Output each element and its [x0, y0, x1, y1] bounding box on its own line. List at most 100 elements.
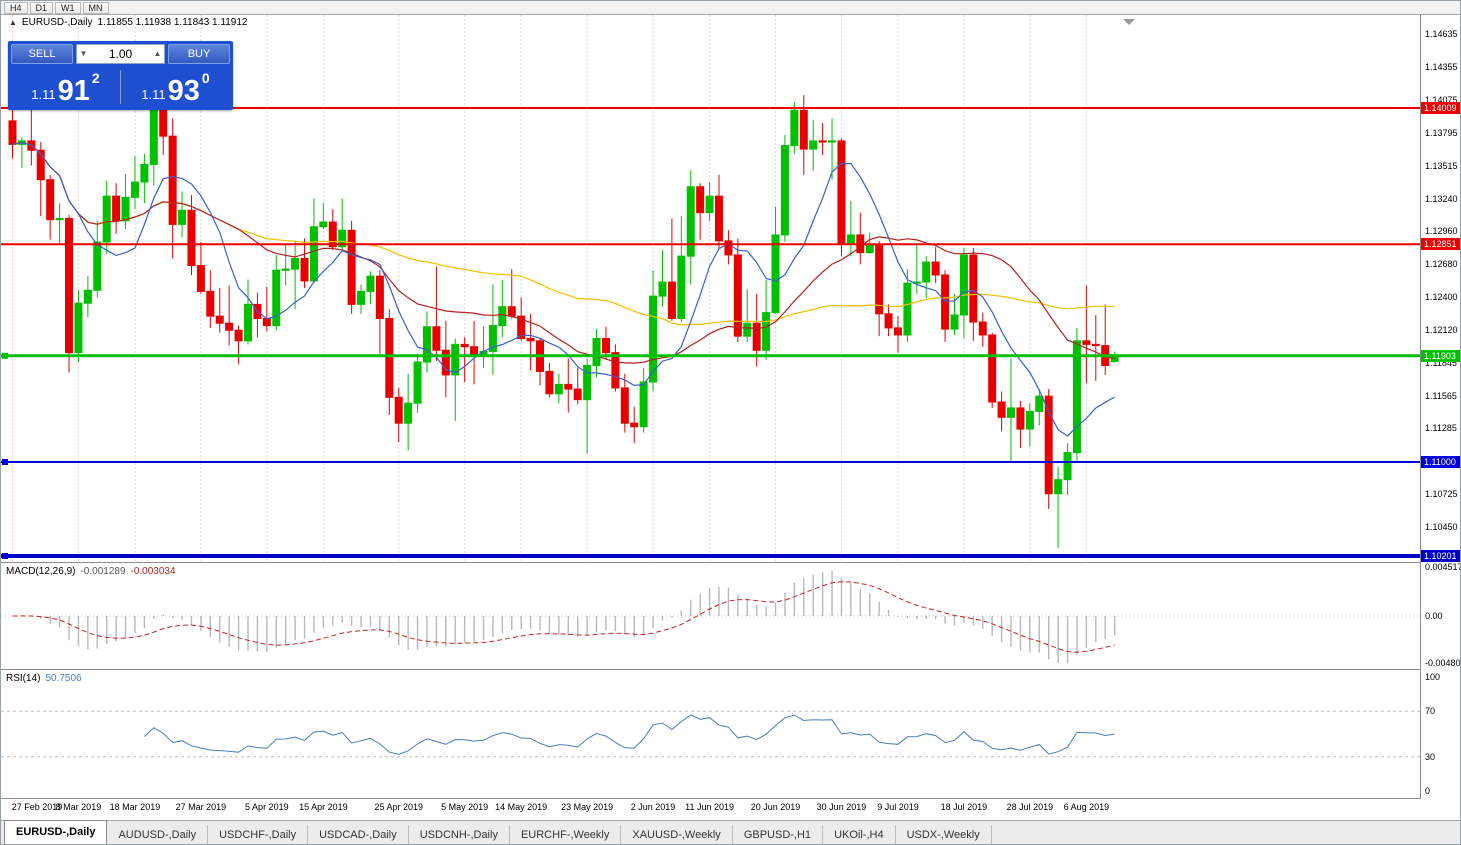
price-tick: 1.14355 — [1425, 62, 1458, 73]
date-tick: 5 May 2019 — [441, 802, 489, 812]
timeframe-button-d1[interactable]: D1 — [29, 1, 54, 14]
ask-prefix: 1.11 — [141, 87, 166, 102]
chart-shift-marker-icon[interactable] — [1123, 19, 1135, 25]
one-click-trading-toggle-icon[interactable]: ▲ — [9, 18, 17, 27]
date-tick: 28 Jul 2019 — [1006, 802, 1054, 812]
tab-eurchf-weekly[interactable]: EURCHF-,Weekly — [510, 825, 622, 844]
price-tick: 1.11565 — [1425, 390, 1457, 401]
moving-average-8 — [12, 141, 1115, 437]
tab-gbpusd-h1[interactable]: GBPUSD-,H1 — [733, 825, 824, 844]
horizontal-lines-layer[interactable] — [1, 107, 1420, 560]
macd-panel-separator[interactable] — [1, 562, 1460, 563]
tab-usdcad-daily[interactable]: USDCAD-,Daily — [308, 825, 409, 844]
date-tick: 27 Feb 2019 — [11, 802, 63, 812]
price-tick: 1.12680 — [1425, 259, 1458, 270]
ask-big-digits: 93 — [167, 75, 200, 108]
price-axis[interactable]: 1.14635 1.14355 1.14075 1.13795 1.13515 1.132… — [1420, 15, 1461, 799]
timeframe-button-mn[interactable]: MN — [82, 1, 109, 14]
bid-prefix: 1.11 — [31, 87, 56, 102]
price-tick: 1.13240 — [1425, 193, 1458, 204]
date-tick: 5 Apr 2019 — [245, 802, 289, 812]
rsi-axis-tick: 0 — [1425, 786, 1431, 796]
date-tick: 14 May 2019 — [495, 802, 548, 812]
volume-decrease-icon[interactable]: ▼ — [79, 49, 88, 58]
date-tick: 20 Jun 2019 — [750, 802, 801, 812]
hline-handle[interactable] — [2, 553, 8, 560]
sell-button[interactable]: SELL — [11, 44, 73, 64]
moving-average-25 — [12, 141, 1115, 364]
price-tick: 1.10725 — [1425, 489, 1458, 500]
tab-ukoil-h4[interactable]: UKOil-,H4 — [823, 825, 896, 844]
hline-handle[interactable] — [2, 459, 8, 466]
tab-usdx-weekly[interactable]: USDX-,Weekly — [896, 825, 992, 844]
date-axis-separator — [1, 798, 1460, 799]
date-tick: 18 Mar 2019 — [109, 802, 161, 812]
date-tick: 6 Aug 2019 — [1063, 802, 1110, 812]
rsi-line — [144, 714, 1115, 755]
bid-pipette: 2 — [91, 70, 100, 86]
tab-usdcnh-daily[interactable]: USDCNH-,Daily — [409, 825, 510, 844]
date-tick: 27 Mar 2019 — [175, 802, 227, 812]
rsi-indicator-canvas[interactable] — [1, 670, 1420, 798]
tab-audusd-daily[interactable]: AUDUSD-,Daily — [107, 825, 209, 844]
price-tick: 1.11845 — [1425, 357, 1457, 368]
price-tick: 1.14635 — [1425, 29, 1458, 40]
date-axis: 27 Feb 2019 8 Mar 2019 18 Mar 2019 27 Mar 2… — [1, 799, 1460, 819]
rsi-label: RSI(14) 50.7506 — [6, 673, 82, 684]
bid-big-digits: 91 — [57, 75, 90, 108]
volume-value[interactable]: 1.00 — [108, 47, 133, 61]
macd-axis-tick: 0.004517 — [1425, 562, 1461, 572]
macd-signal-value: -0.003034 — [130, 566, 176, 577]
price-tick: 1.14075 — [1425, 95, 1458, 106]
rsi-axis-tick: 70 — [1425, 706, 1436, 717]
bid-price[interactable]: 1.11 91 2 — [11, 67, 120, 107]
timeframe-button-w1[interactable]: W1 — [55, 1, 81, 14]
rsi-panel-separator[interactable] — [1, 669, 1460, 670]
bid-ask-divider — [120, 70, 121, 104]
price-tick: 1.13795 — [1425, 128, 1458, 139]
hline-price-tag: 1.11000 — [1421, 456, 1460, 468]
ask-price[interactable]: 1.11 93 0 — [121, 67, 230, 107]
one-click-trading-panel: SELL ▼ 1.00 ▲ BUY 1.11 91 2 1.11 93 0 — [8, 41, 233, 110]
timeframe-toolbar: H4 D1 W1 MN — [1, 1, 1460, 15]
macd-main-value: -0.001289 — [80, 566, 126, 577]
date-tick: 11 Jun 2019 — [685, 802, 735, 812]
timeframe-button-h4[interactable]: H4 — [4, 1, 28, 14]
rsi-name: RSI(14) — [6, 673, 41, 684]
tab-xauusd-weekly[interactable]: XAUUSD-,Weekly — [621, 825, 733, 844]
macd-signal-line — [12, 581, 1115, 653]
date-tick: 9 Jul 2019 — [877, 802, 919, 812]
price-chart-canvas[interactable] — [1, 15, 1420, 562]
date-tick: 23 May 2019 — [561, 802, 614, 812]
date-tick: 2 Jun 2019 — [630, 802, 676, 812]
macd-label: MACD(12,26,9) -0.001289 -0.003034 — [6, 566, 176, 577]
macd-histogram — [21, 570, 1116, 664]
date-tick: 25 Apr 2019 — [374, 802, 423, 812]
chart-title: ▲ EURUSD-,Daily 1.11855 1.11938 1.11843 … — [9, 17, 247, 28]
price-tick: 1.12400 — [1425, 292, 1458, 303]
macd-indicator-canvas[interactable] — [1, 563, 1420, 669]
macd-axis-tick: -0.004806 — [1425, 658, 1461, 668]
moving-average-55 — [12, 141, 1115, 326]
hline-handle[interactable] — [2, 352, 8, 359]
candles-layer — [8, 52, 1119, 548]
macd-name: MACD(12,26,9) — [6, 566, 76, 577]
date-tick: 15 Apr 2019 — [299, 802, 348, 812]
buy-button[interactable]: BUY — [168, 44, 230, 64]
date-tick: 30 Jun 2019 — [816, 802, 867, 812]
price-tick: 1.12120 — [1425, 325, 1458, 336]
hline-price-tag: 1.12851 — [1421, 238, 1460, 251]
price-tick: 1.12960 — [1425, 226, 1458, 237]
ask-pipette: 0 — [201, 70, 210, 86]
rsi-axis-tick: 30 — [1425, 751, 1436, 762]
macd-axis-tick: 0.00 — [1425, 611, 1443, 621]
tab-eurusd-daily[interactable]: EURUSD-,Daily — [4, 820, 108, 844]
date-tick: 8 Mar 2019 — [55, 802, 102, 812]
volume-increase-icon[interactable]: ▲ — [153, 49, 162, 58]
tab-usdchf-daily[interactable]: USDCHF-,Daily — [208, 825, 309, 844]
chart-tab-bar: EURUSD-,Daily AUDUSD-,Daily USDCHF-,Daily U… — [1, 820, 1460, 844]
price-tick: 1.13515 — [1425, 161, 1458, 172]
hline-price-tag: 1.11903 — [1421, 349, 1460, 362]
price-tick: 1.11285 — [1425, 423, 1457, 434]
